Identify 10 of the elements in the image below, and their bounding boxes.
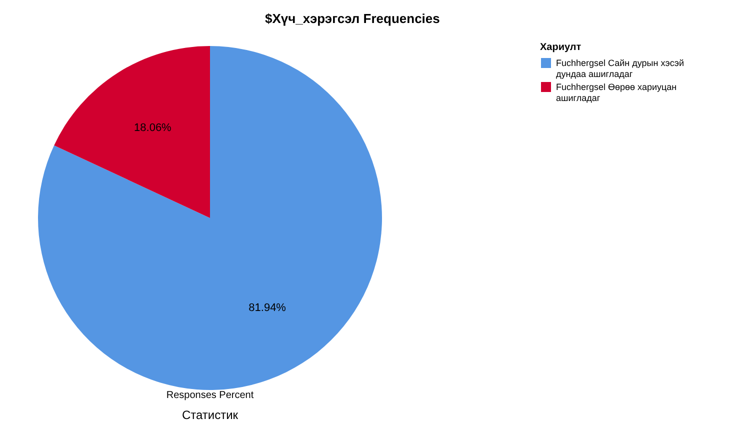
- data-label: 81.94%: [248, 302, 286, 314]
- legend-title: Хариулт: [540, 42, 582, 53]
- chart-title: $Хүч_хэрэгсэл Frequencies: [265, 11, 440, 26]
- pie-slice: [54, 46, 210, 218]
- legend-label: Fuchhergsel Өөрөө хариуцан ашигладаг: [556, 82, 677, 103]
- data-label: 18.06%: [134, 122, 172, 134]
- pie-slice: [38, 46, 382, 390]
- text: Статистик: [182, 408, 239, 422]
- text: Responses Percent: [166, 390, 254, 401]
- legend-label: Fuchhergsel Сайн дурын хэсэй дундаа ашигладаг: [556, 58, 684, 79]
